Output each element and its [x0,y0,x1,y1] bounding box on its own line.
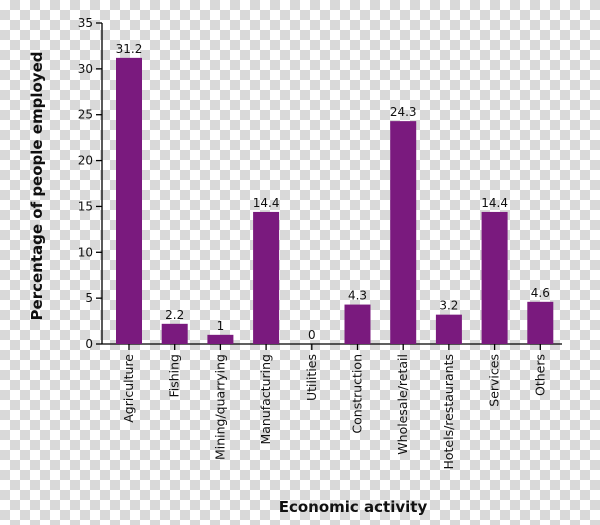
y-tick-label: 20 [78,154,93,168]
y-axis-title: Percentage of people employed [28,52,46,321]
category-label: Utilities [304,354,319,401]
x-axis [102,343,562,350]
y-tick-label: 10 [78,245,93,259]
bars [116,57,554,345]
bar [435,314,462,344]
y-tick-label: 35 [78,16,93,30]
y-tick-label: 30 [78,62,93,76]
y-tick-label: 0 [85,337,93,351]
bar-value-label: 1 [217,319,225,333]
y-tick-label: 15 [78,199,93,213]
bar-value-label: 14.4 [253,196,280,210]
category-label: Mining/quarrying [212,354,227,460]
category-label: Services [487,354,502,407]
category-label: Fishing [167,354,182,398]
bar [207,334,234,344]
bar [344,304,371,344]
bar [390,121,417,345]
y-tick-label: 25 [78,108,93,122]
bar [116,57,142,344]
value-labels: 31.2 2.2 1 14.4 0 4.3 24.3 3.2 14.4 4.6 [116,42,550,342]
bar-value-label: 31.2 [116,42,143,56]
category-label: Manufacturing [258,354,273,445]
category-labels: Agriculture Fishing Mining/quarrying Manufa… [121,354,547,470]
bar [253,211,280,344]
bar-value-label: 3.2 [439,299,458,313]
bar-value-label: 2.2 [165,308,184,322]
category-label: Construction [350,354,365,434]
category-label: Hotels/restaurants [441,354,456,470]
category-label: Others [532,354,547,396]
y-axis: 0 5 10 15 20 25 30 35 [78,16,103,351]
y-tick-label: 5 [85,291,93,305]
x-axis-title: Economic activity [279,498,428,516]
category-label: Agriculture [121,354,136,423]
bar-value-label: 4.6 [531,286,550,300]
bar [161,323,188,344]
category-label: Wholesale/retail [395,354,410,455]
bar-value-label: 24.3 [390,105,417,119]
bar [527,301,554,344]
bar-value-label: 4.3 [348,289,367,303]
bar [481,211,508,344]
bar-value-label: 0 [308,328,316,342]
bar-value-label: 14.4 [481,196,508,210]
